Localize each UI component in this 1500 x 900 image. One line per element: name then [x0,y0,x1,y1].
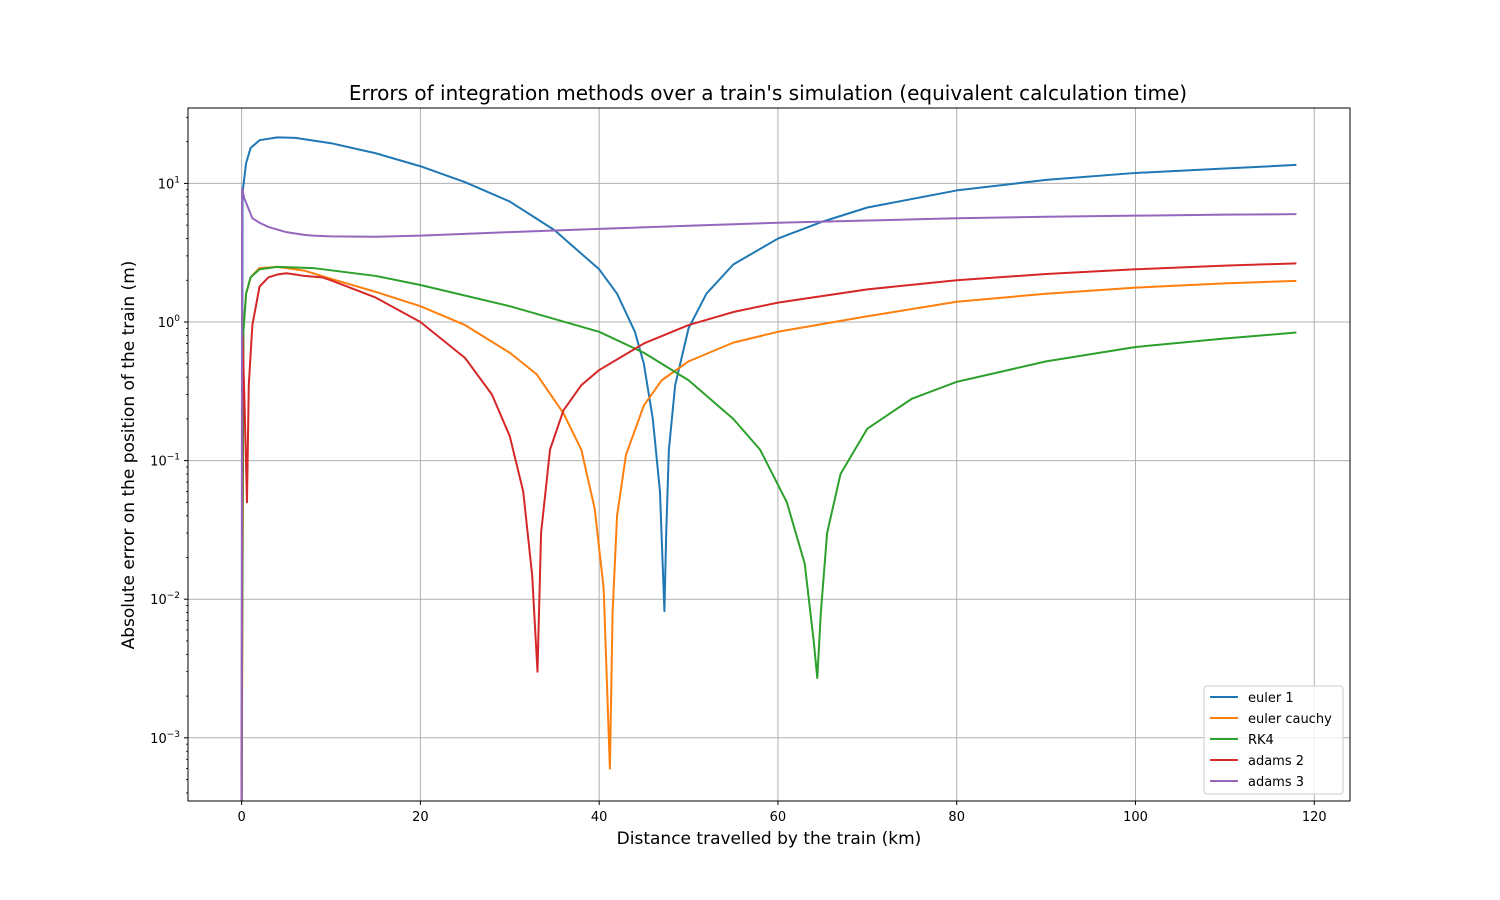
x-axis-title: Distance travelled by the train (km) [617,829,922,849]
y-tick-label: 101 [158,175,180,192]
legend-label: adams 2 [1248,754,1304,769]
legend-label: euler cauchy [1248,712,1332,727]
y-tick-base: 10 [150,593,167,608]
series-line-adams-3 [240,187,1297,802]
y-tick-base: 10 [158,177,175,192]
y-tick-exponent: −3 [167,730,180,740]
x-axis-ticks: 0 20 40 60 80 100 120 [237,801,1327,825]
y-tick-exponent: 1 [174,175,180,185]
y-tick-base: 10 [150,455,167,470]
y-tick-exponent: −1 [167,453,180,463]
legend-label: RK4 [1248,733,1274,748]
grid [188,108,1350,801]
y-tick-label: 10−1 [150,453,180,470]
x-tick-label: 120 [1302,810,1327,825]
x-tick-label: 40 [591,810,608,825]
x-tick-label: 0 [237,810,245,825]
y-tick-base: 10 [150,732,167,747]
y-tick-exponent: 0 [174,314,180,324]
y-tick-base: 10 [158,316,175,331]
y-axis-title: Absolute error on the position of the tr… [119,261,139,650]
legend-label: euler 1 [1248,691,1294,706]
x-tick-label: 100 [1123,810,1148,825]
series-line-adams-2 [240,262,1297,802]
x-tick-label: 60 [770,810,787,825]
plot-frame [187,107,1351,802]
y-tick-exponent: −2 [167,591,180,601]
chart-title: Errors of integration methods over a tra… [349,81,1187,105]
legend: euler 1 euler cauchy RK4 adams 2 adams 3 [1203,685,1344,795]
y-tick-label: 10−3 [150,730,180,747]
y-tick-label: 100 [158,314,181,331]
x-tick-label: 80 [948,810,965,825]
series-lines [240,136,1297,802]
y-tick-label: 10−2 [150,591,180,608]
x-tick-label: 20 [412,810,429,825]
series-line-euler-1 [240,136,1297,802]
legend-label: adams 3 [1248,775,1304,790]
legend-box [1203,685,1344,795]
series-line-rk4 [240,265,1297,802]
